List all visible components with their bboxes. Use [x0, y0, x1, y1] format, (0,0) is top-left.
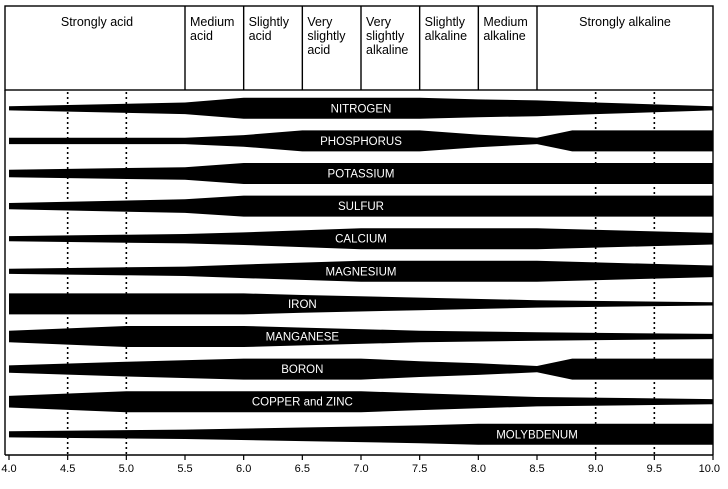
- x-tick-label: 9.0: [588, 463, 603, 475]
- category-label: Medium acid: [190, 15, 234, 43]
- category-label: Very slightly alkaline: [366, 15, 408, 57]
- nutrient-label: COPPER and ZINC: [252, 397, 353, 409]
- x-axis-ticks: 4.0 4.5 5.0 5.5 6.0 6.5 7.0 7.5 8.0 8.5 9.0 9.5 10.0: [1, 455, 720, 475]
- nutrient-label: NITROGEN: [331, 103, 392, 115]
- x-tick-label: 4.5: [60, 463, 75, 475]
- category-label: Medium alkaline: [483, 15, 527, 43]
- nutrient-label: SULFUR: [338, 201, 384, 213]
- nutrient-band: [9, 163, 713, 184]
- x-tick-label: 5.5: [177, 463, 192, 475]
- nutrient-label: MAGNESIUM: [326, 266, 397, 278]
- nutrient-bands: [9, 97, 713, 445]
- nutrient-label: BORON: [281, 364, 323, 376]
- category-label: Strongly alkaline: [579, 15, 671, 29]
- category-label: Strongly acid: [61, 15, 133, 29]
- category-label: Very slightly acid: [307, 15, 346, 57]
- x-tick-label: 8.5: [529, 463, 544, 475]
- category-headers: Strongly acid Medium acid Slightly acid Very s…: [61, 15, 671, 57]
- x-tick-label: 6.5: [295, 463, 310, 475]
- nutrient-label: CALCIUM: [335, 234, 387, 246]
- category-dividers: [184, 6, 538, 90]
- nutrient-band: [9, 391, 713, 413]
- nutrient-label: IRON: [288, 299, 317, 311]
- nutrient-labels: NITROGEN PHOSPHORUS POTASSIUM SULFUR CALCIUM…: [252, 103, 578, 441]
- nutrient-band: [9, 293, 713, 315]
- category-label: Slightly acid: [249, 15, 290, 43]
- nutrient-band: [9, 326, 713, 347]
- nutrient-label: MOLYBDENUM: [496, 429, 578, 441]
- x-tick-label: 6.0: [236, 463, 251, 475]
- nutrient-label: PHOSPHORUS: [320, 136, 402, 148]
- x-tick-label: 9.5: [647, 463, 662, 475]
- dotted-gridlines: [66, 92, 656, 455]
- x-tick-label: 7.0: [353, 463, 368, 475]
- nutrient-label: POTASSIUM: [328, 169, 395, 181]
- nutrient-band: [9, 260, 713, 282]
- nutrient-label: MANGANESE: [266, 332, 340, 344]
- header-box: [4, 5, 714, 91]
- x-tick-label: 7.5: [412, 463, 427, 475]
- x-tick-label: 4.0: [1, 463, 16, 475]
- x-tick-label: 5.0: [119, 463, 134, 475]
- category-label: Slightly alkaline: [425, 15, 467, 43]
- nutrient-band: [9, 358, 713, 380]
- nutrient-band: [9, 97, 713, 119]
- nutrient-band: [9, 423, 713, 445]
- nutrient-band: [9, 195, 713, 217]
- nutrient-band: [9, 130, 713, 152]
- x-tick-label: 8.0: [471, 463, 486, 475]
- nutrient-band: [9, 228, 713, 250]
- x-tick-label: 10.0: [699, 463, 720, 475]
